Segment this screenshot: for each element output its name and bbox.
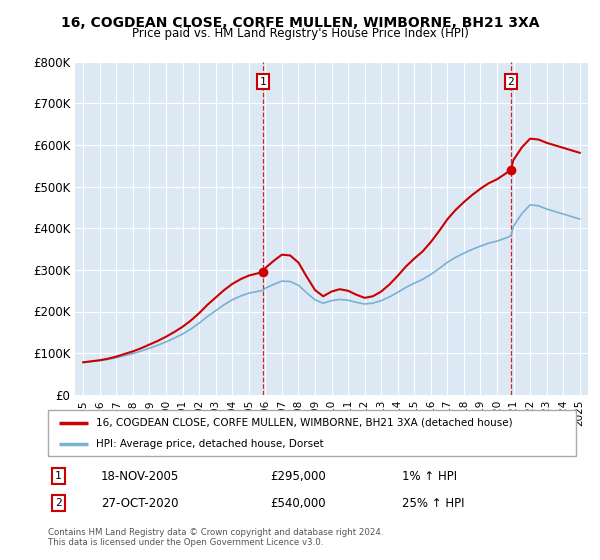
- Text: Contains HM Land Registry data © Crown copyright and database right 2024.
This d: Contains HM Land Registry data © Crown c…: [48, 528, 383, 547]
- Text: £295,000: £295,000: [270, 470, 326, 483]
- FancyBboxPatch shape: [48, 410, 576, 456]
- Text: 1: 1: [260, 77, 266, 87]
- Text: 16, COGDEAN CLOSE, CORFE MULLEN, WIMBORNE, BH21 3XA (detached house): 16, COGDEAN CLOSE, CORFE MULLEN, WIMBORN…: [95, 418, 512, 428]
- Text: Price paid vs. HM Land Registry's House Price Index (HPI): Price paid vs. HM Land Registry's House …: [131, 27, 469, 40]
- Text: 16, COGDEAN CLOSE, CORFE MULLEN, WIMBORNE, BH21 3XA: 16, COGDEAN CLOSE, CORFE MULLEN, WIMBORN…: [61, 16, 539, 30]
- Text: 1: 1: [55, 471, 62, 481]
- Text: 25% ↑ HPI: 25% ↑ HPI: [402, 497, 464, 510]
- Text: 27-OCT-2020: 27-OCT-2020: [101, 497, 178, 510]
- Text: HPI: Average price, detached house, Dorset: HPI: Average price, detached house, Dors…: [95, 439, 323, 449]
- Text: 2: 2: [508, 77, 514, 87]
- Text: 18-NOV-2005: 18-NOV-2005: [101, 470, 179, 483]
- Text: 1% ↑ HPI: 1% ↑ HPI: [402, 470, 457, 483]
- Text: £540,000: £540,000: [270, 497, 325, 510]
- Text: 2: 2: [55, 498, 62, 508]
